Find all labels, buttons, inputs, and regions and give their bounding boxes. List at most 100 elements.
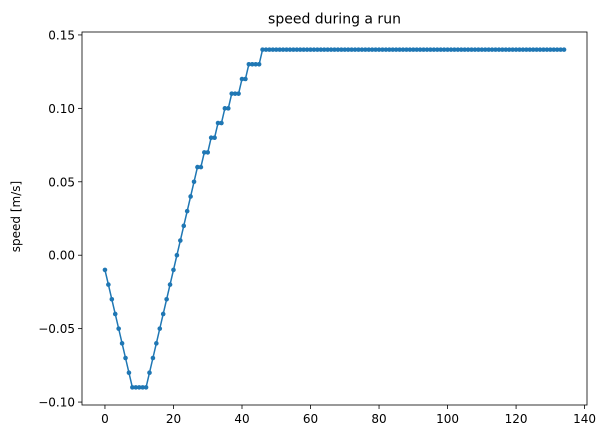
data-point xyxy=(188,194,193,199)
data-point xyxy=(462,47,467,52)
data-point xyxy=(465,47,471,52)
data-point xyxy=(256,62,262,67)
data-point xyxy=(349,47,354,52)
data-point xyxy=(147,370,152,375)
data-point xyxy=(273,47,279,52)
x-tick-label: 80 xyxy=(371,412,386,426)
data-point xyxy=(219,120,224,126)
data-point xyxy=(154,341,159,346)
data-point xyxy=(414,47,420,52)
data-point xyxy=(356,47,361,52)
data-point xyxy=(472,47,478,52)
data-point xyxy=(116,326,121,331)
data-point xyxy=(363,47,368,52)
data-point xyxy=(520,47,526,52)
data-point xyxy=(548,47,553,52)
data-point xyxy=(342,47,348,52)
data-point xyxy=(181,223,187,229)
data-point xyxy=(174,252,180,258)
data-point xyxy=(171,267,176,273)
data-point xyxy=(448,47,454,52)
data-point xyxy=(106,282,111,287)
data-point xyxy=(517,47,522,52)
data-point xyxy=(212,135,217,141)
data-point xyxy=(198,164,204,170)
data-point xyxy=(297,47,303,52)
data-point xyxy=(476,47,481,52)
data-point xyxy=(366,47,372,52)
y-tick-label: −0.05 xyxy=(38,322,75,336)
data-point xyxy=(246,62,252,67)
y-axis-label: speed [m/s] xyxy=(9,181,23,252)
data-point xyxy=(202,150,207,155)
data-point xyxy=(390,47,396,52)
data-point xyxy=(229,91,235,96)
data-point xyxy=(270,47,276,52)
data-point xyxy=(112,311,118,317)
axes-frame xyxy=(81,31,588,406)
data-point xyxy=(239,76,245,82)
data-point xyxy=(328,47,334,52)
data-point xyxy=(236,91,241,96)
data-point xyxy=(407,47,413,52)
data-point xyxy=(102,267,108,273)
data-point xyxy=(208,135,214,141)
data-point xyxy=(541,47,546,52)
data-point xyxy=(393,47,399,52)
data-point xyxy=(143,385,149,390)
data-point xyxy=(178,238,183,243)
data-point xyxy=(119,341,125,346)
data-point xyxy=(243,76,248,82)
data-point xyxy=(232,91,238,96)
data-point xyxy=(500,47,505,52)
data-point xyxy=(260,47,265,52)
data-point xyxy=(537,47,543,52)
data-point xyxy=(455,47,461,52)
data-point xyxy=(431,47,437,52)
data-point xyxy=(195,164,200,170)
data-point xyxy=(493,47,498,52)
data-point xyxy=(263,47,269,52)
data-point xyxy=(215,120,221,126)
data-point xyxy=(558,47,563,52)
data-point xyxy=(225,106,231,111)
data-point xyxy=(284,47,289,52)
data-point xyxy=(318,47,324,52)
data-point xyxy=(345,47,351,52)
data-point xyxy=(421,47,426,52)
data-point xyxy=(308,47,313,52)
data-point xyxy=(352,47,358,52)
series-line xyxy=(104,48,565,389)
data-point xyxy=(339,47,344,52)
data-point xyxy=(417,47,423,52)
data-point xyxy=(332,47,337,52)
x-tick-label: 140 xyxy=(573,412,596,426)
data-point xyxy=(222,106,228,111)
data-point xyxy=(301,47,306,52)
data-point xyxy=(130,385,135,390)
data-point xyxy=(404,47,409,52)
x-tick-label: 120 xyxy=(505,412,528,426)
data-point xyxy=(109,296,115,302)
data-point xyxy=(140,385,145,390)
data-point xyxy=(534,47,539,52)
data-point xyxy=(157,326,163,331)
data-point xyxy=(383,47,389,52)
x-tick-label: 100 xyxy=(436,412,459,426)
data-point xyxy=(369,47,375,52)
data-point xyxy=(126,370,132,375)
data-point xyxy=(469,47,474,52)
data-point xyxy=(325,47,330,52)
data-point xyxy=(441,47,447,52)
data-point xyxy=(291,47,296,52)
data-point xyxy=(376,47,382,52)
data-point xyxy=(458,47,464,52)
y-tick-label: 0.05 xyxy=(48,175,75,189)
data-point xyxy=(184,208,190,214)
data-point xyxy=(373,47,378,52)
data-point xyxy=(380,47,385,52)
data-point xyxy=(428,47,433,52)
data-point xyxy=(434,47,440,52)
data-point xyxy=(424,47,430,52)
